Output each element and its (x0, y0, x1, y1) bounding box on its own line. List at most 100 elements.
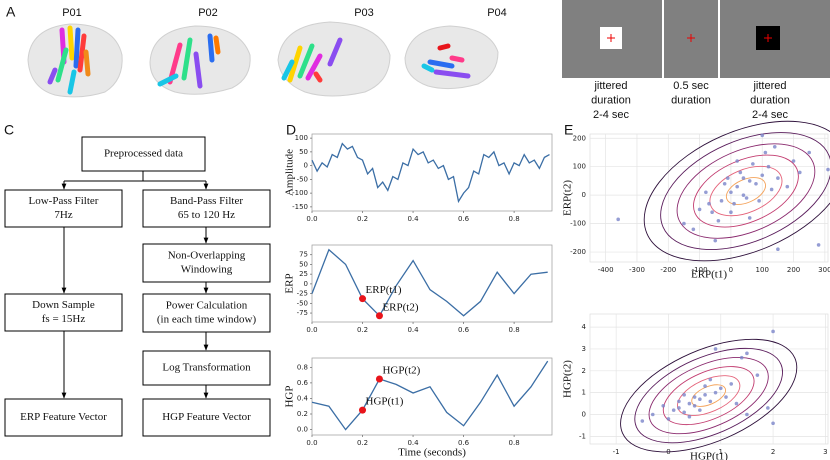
density-contour (660, 132, 830, 250)
x-tick-label: 0 (729, 266, 733, 274)
scatter-point (691, 227, 696, 232)
x-tick-label: 0.2 (357, 326, 368, 334)
x-tick-label: 0.2 (357, 439, 368, 447)
y-tick-label: 1 (582, 389, 586, 397)
x-tick-label: 0.4 (407, 326, 419, 334)
node-label: Non-Overlapping (168, 250, 246, 262)
stimulus-caption: duration (591, 94, 631, 106)
scatter-point (751, 162, 755, 166)
scatter-point (682, 393, 686, 397)
panel-label: A (6, 4, 16, 20)
scatter-point (735, 159, 739, 163)
density-contour (676, 143, 816, 239)
stimulus-caption: 2-4 sec (593, 109, 630, 121)
stimulus-caption: 2-4 sec (752, 109, 789, 121)
density-contour (643, 120, 830, 262)
x-tick-label: 0.8 (509, 439, 520, 447)
scatter-point (735, 184, 739, 189)
panel-label: D (286, 122, 296, 138)
highlight-point (375, 312, 383, 320)
y-tick-label: -150 (292, 203, 308, 211)
x-tick-label: 2 (771, 448, 775, 456)
scatter-point (771, 421, 775, 426)
y-tick-label: 25 (299, 270, 308, 278)
scatter-point (766, 406, 770, 410)
scatter-point (616, 217, 620, 222)
y-tick-label: 3 (582, 345, 586, 353)
y-tick-label: -1 (579, 432, 586, 440)
scatter-point (666, 417, 671, 421)
y-tick-label: 2 (582, 367, 586, 375)
x-tick-label: 0.4 (407, 215, 419, 223)
x-tick-label: 0.2 (357, 215, 368, 223)
node-label: Log Transformation (162, 362, 251, 374)
scatter-point (708, 377, 713, 382)
density-contour (725, 177, 766, 205)
y-tick-label: 50 (299, 260, 308, 268)
annotation: HGP(t2) (382, 365, 420, 377)
y-axis-label: ERP(t2) (562, 180, 574, 216)
scatter-point (755, 373, 760, 377)
y-axis-label: HGP (284, 385, 296, 407)
y-axis-label: Amplitude (284, 149, 296, 196)
x-tick-label: -300 (629, 266, 645, 274)
scatter-point (687, 414, 692, 419)
node-label: Low-Pass Filter (29, 195, 99, 207)
scatter-point (763, 150, 768, 155)
scatter-point (704, 190, 708, 195)
scatter-point (776, 176, 780, 180)
line (311, 142, 550, 204)
node-label: Power Calculation (166, 300, 248, 312)
participant-label: P02 (198, 7, 218, 19)
y-tick-label: 0.6 (297, 379, 309, 387)
density-contour (648, 357, 769, 435)
scatter-point (771, 329, 775, 334)
plot-area (311, 244, 553, 323)
y-tick-label: -25 (297, 290, 308, 298)
y-tick-label: -100 (292, 189, 308, 197)
y-tick-label: 0 (304, 162, 308, 170)
x-tick-label: 100 (756, 266, 769, 274)
scatter-point (760, 133, 765, 138)
plot-area (311, 133, 553, 212)
stimulus-caption: duration (750, 94, 790, 106)
x-tick-label: 0.6 (458, 215, 470, 223)
x-axis-label: ERP(t1) (691, 269, 727, 281)
scatter-point (738, 170, 743, 175)
stimulus-caption: jittered (752, 80, 786, 92)
y-axis-label: HGP(t2) (562, 360, 574, 398)
scatter-point (791, 159, 796, 163)
y-tick-label: -50 (297, 175, 308, 183)
stimulus-caption: 0.5 sec (673, 80, 709, 92)
scatter-point (754, 181, 758, 186)
density-contour (620, 338, 798, 453)
panel-label: E (564, 122, 573, 138)
scatter-point (798, 170, 802, 175)
scatter-point (707, 201, 711, 206)
scatter-point (703, 384, 707, 388)
y-tick-label: 0.0 (297, 426, 308, 434)
x-tick-label: -100 (692, 266, 708, 274)
node-label: Band-Pass Filter (170, 195, 243, 207)
y-tick-label: 0.8 (297, 363, 308, 371)
scatter-point (682, 221, 686, 226)
highlight-point (359, 295, 367, 303)
x-axis-label: Time (seconds) (398, 447, 466, 459)
density-contour (693, 154, 799, 228)
x-tick-label: -200 (660, 266, 676, 274)
x-axis-label: HGP(t1) (690, 451, 728, 460)
scatter-point (716, 218, 721, 223)
scatter-point (760, 173, 765, 178)
scatter-point (719, 199, 724, 203)
y-tick-label: 75 (299, 251, 308, 259)
scatter-point (739, 355, 744, 360)
scatter-point (698, 397, 702, 402)
y-tick-label: 100 (295, 134, 308, 142)
y-tick-label: 100 (573, 163, 586, 171)
x-tick-label: 0.4 (407, 439, 419, 447)
x-tick-label: 0.6 (458, 326, 470, 334)
scatter-point (713, 238, 718, 243)
participant-label: P03 (354, 7, 374, 19)
x-tick-label: 0.8 (509, 215, 520, 223)
scatter-point (677, 406, 681, 410)
